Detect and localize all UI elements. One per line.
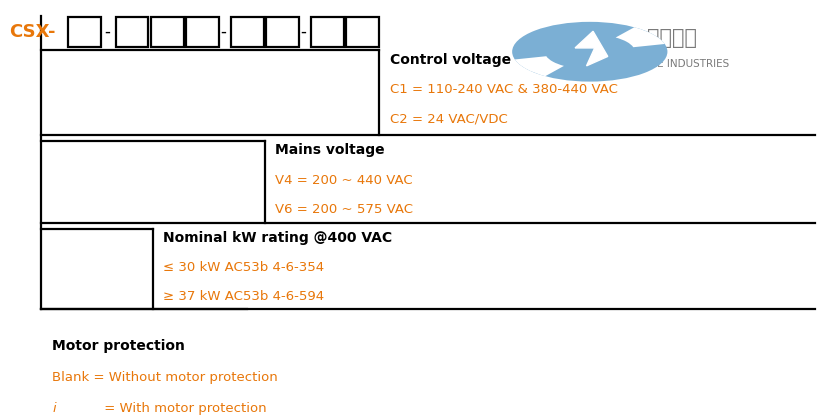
Text: C2 = 24 VAC/VDC: C2 = 24 VAC/VDC bbox=[389, 113, 507, 126]
Text: CSX-: CSX- bbox=[10, 23, 56, 41]
Text: ≤ 30 kW AC53b 4-6-354: ≤ 30 kW AC53b 4-6-354 bbox=[163, 261, 324, 274]
Bar bbox=[68, 17, 101, 47]
Text: i: i bbox=[52, 402, 56, 415]
Text: Mains voltage: Mains voltage bbox=[275, 143, 384, 157]
Wedge shape bbox=[615, 27, 664, 47]
Text: Motor protection: Motor protection bbox=[52, 339, 185, 353]
Text: -: - bbox=[219, 23, 225, 41]
Circle shape bbox=[512, 22, 667, 82]
Text: Control voltage: Control voltage bbox=[389, 52, 510, 67]
Bar bbox=[186, 17, 219, 47]
Bar bbox=[266, 17, 298, 47]
Text: -: - bbox=[300, 23, 305, 41]
Bar bbox=[151, 17, 183, 47]
Bar bbox=[310, 17, 343, 47]
Text: = With motor protection: = With motor protection bbox=[83, 402, 266, 415]
Text: IZE INDUSTRIES: IZE INDUSTRIES bbox=[646, 59, 728, 69]
Text: C1 = 110-240 VAC & 380-440 VAC: C1 = 110-240 VAC & 380-440 VAC bbox=[389, 83, 617, 96]
Text: Nominal kW rating @400 VAC: Nominal kW rating @400 VAC bbox=[163, 231, 391, 245]
Bar bbox=[231, 17, 264, 47]
Text: 愛澤工业: 愛澤工业 bbox=[646, 28, 696, 48]
Text: V4 = 200 ~ 440 VAC: V4 = 200 ~ 440 VAC bbox=[275, 173, 412, 186]
Text: ≥ 37 kW AC53b 4-6-594: ≥ 37 kW AC53b 4-6-594 bbox=[163, 290, 324, 303]
Bar bbox=[115, 17, 148, 47]
Text: -: - bbox=[105, 23, 111, 41]
Wedge shape bbox=[514, 56, 563, 76]
Polygon shape bbox=[574, 31, 607, 66]
Text: V6 = 200 ~ 575 VAC: V6 = 200 ~ 575 VAC bbox=[275, 204, 413, 217]
Bar bbox=[346, 17, 378, 47]
Text: Blank = Without motor protection: Blank = Without motor protection bbox=[52, 371, 278, 384]
